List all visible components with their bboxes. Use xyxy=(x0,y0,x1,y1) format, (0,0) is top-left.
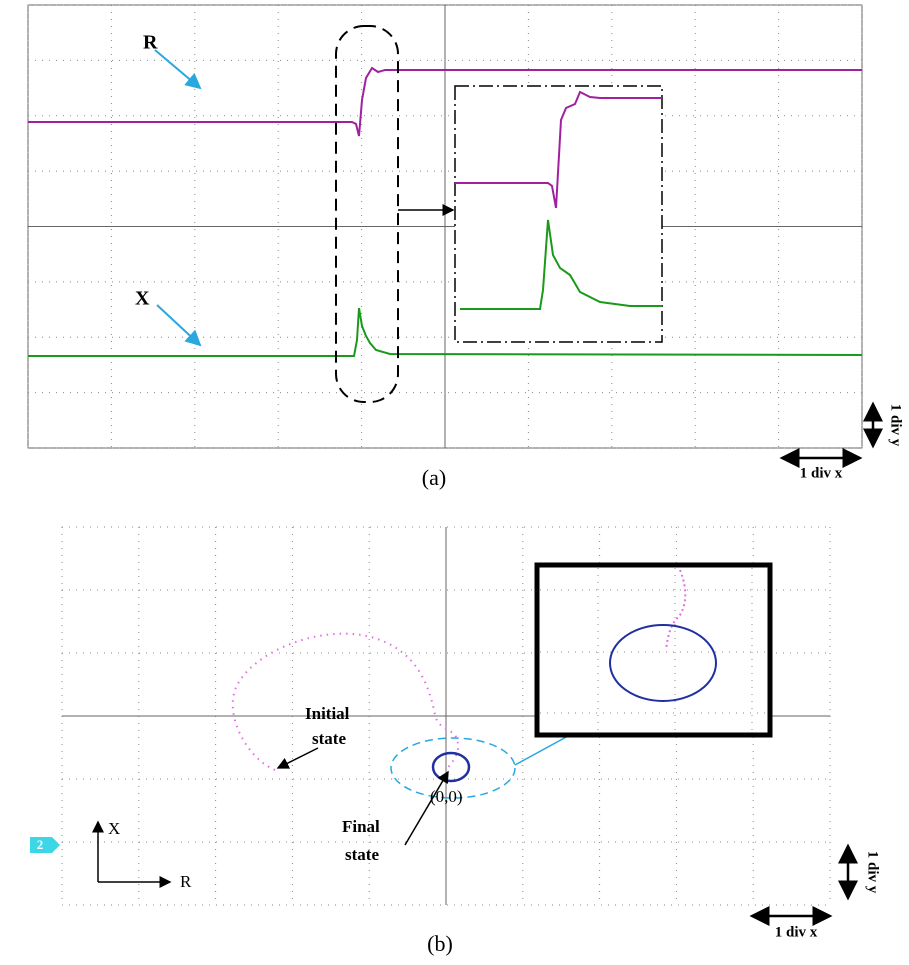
div-x-label: 1 div x xyxy=(775,924,818,940)
initial-label: state xyxy=(312,729,346,748)
final-label: Final xyxy=(342,817,380,836)
scope-grid-a xyxy=(28,5,862,448)
dashed-highlight xyxy=(336,26,398,402)
label-x: X xyxy=(135,288,150,310)
figure: R X 1 div y 1 div x (a) Initial state Fi… xyxy=(0,0,909,965)
caption-a: (a) xyxy=(422,465,446,490)
channel-label: 2 xyxy=(37,837,44,852)
inset-a xyxy=(455,86,662,342)
final-orbit xyxy=(433,753,469,781)
final-label: state xyxy=(345,845,379,864)
x-pointer xyxy=(157,305,200,345)
div-x-label: 1 div x xyxy=(800,465,843,481)
axis-r-label: R xyxy=(180,872,192,891)
inset-b xyxy=(537,565,770,735)
div-y-label: 1 div y xyxy=(865,851,881,894)
caption-b: (b) xyxy=(427,931,453,956)
origin-label: (0,0) xyxy=(430,787,463,806)
axis-x-label: X xyxy=(108,819,120,838)
div-y-label: 1 div y xyxy=(888,404,904,447)
r-pointer xyxy=(155,50,200,88)
label-r: R xyxy=(143,32,158,54)
initial-label: Initial xyxy=(305,704,350,723)
channel-marker xyxy=(30,837,60,853)
final-pointer xyxy=(405,772,448,845)
initial-pointer xyxy=(278,748,318,768)
trajectory xyxy=(233,634,458,770)
